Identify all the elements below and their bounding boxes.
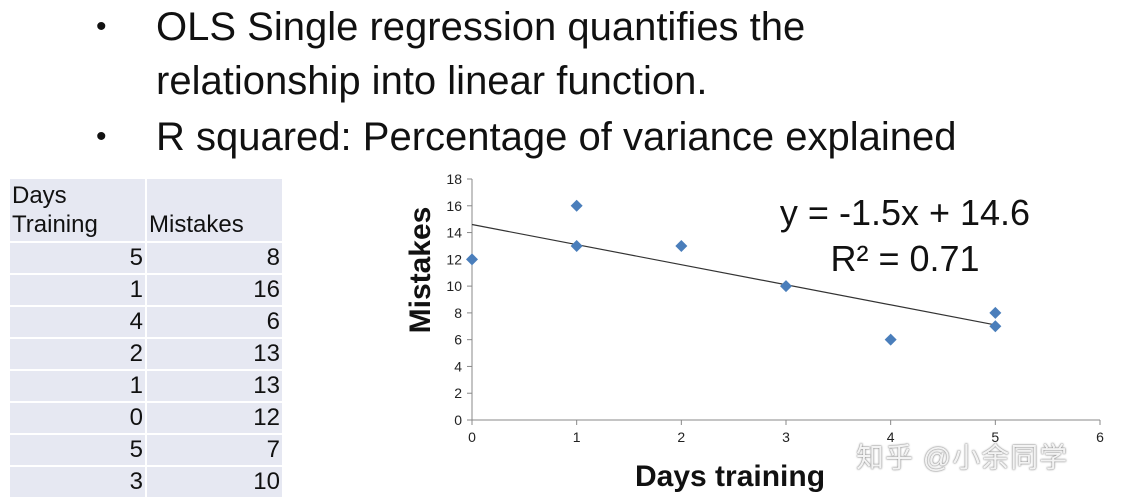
y-tick-label: 8 — [454, 305, 462, 321]
x-tick-label: 5 — [991, 429, 999, 445]
y-tick-label: 6 — [454, 332, 462, 348]
bullet-ols-line-1: OLS Single regression quantifies the — [156, 5, 806, 49]
y-tick-label: 4 — [454, 358, 462, 374]
x-tick-label: 2 — [677, 429, 685, 445]
data-point — [989, 320, 1002, 333]
cell-mistakes: 13 — [147, 339, 282, 369]
trendline — [471, 223, 996, 326]
bullet-ols-line-2: relationship into linear function. — [156, 59, 708, 103]
y-tick-label: 10 — [446, 278, 462, 294]
y-tick-label: 18 — [446, 171, 462, 187]
data-point — [989, 306, 1002, 319]
bullet-r-squared-line: R squared: Percentage of variance explai… — [156, 115, 957, 159]
y-tick-label: 12 — [446, 251, 462, 267]
table-row: 1 13 — [10, 371, 282, 401]
cell-days-training: 2 — [10, 339, 147, 369]
x-tick-label: 1 — [573, 429, 581, 445]
data-point — [675, 239, 688, 252]
chart-trendline-group — [471, 223, 996, 326]
data-point — [570, 199, 583, 212]
cell-mistakes: 7 — [147, 435, 282, 465]
table-header-row: Days Training Mistakes — [10, 179, 282, 241]
table-row: 3 10 — [10, 467, 282, 497]
cell-days-training: 5 — [10, 435, 147, 465]
trendline-equation: y = -1.5x + 14.6 — [780, 192, 1030, 233]
table-row: 2 13 — [10, 339, 282, 369]
table-row: 1 16 — [10, 275, 282, 305]
table-body: 5 8 1 16 4 6 2 13 1 13 0 12 5 7 3 10 — [10, 243, 282, 497]
header-days-training-line-2: Training — [12, 211, 98, 238]
bullet-marker: • — [96, 120, 107, 153]
y-tick-label: 16 — [446, 198, 462, 214]
watermark: 知乎 @小余同学 — [856, 442, 1069, 473]
x-tick-label: 4 — [887, 429, 895, 445]
chart-points — [466, 199, 1002, 346]
bullet-marker: • — [96, 10, 107, 43]
data-point — [570, 239, 583, 252]
y-axis-label: Mistakes — [404, 207, 437, 334]
header-mistakes: Mistakes — [147, 179, 282, 241]
cell-days-training: 3 — [10, 467, 147, 497]
r-squared-label: R² = 0.71 — [830, 238, 979, 279]
cell-mistakes: 10 — [147, 467, 282, 497]
y-tick-label: 2 — [454, 385, 462, 401]
cell-days-training: 1 — [10, 371, 147, 401]
y-tick-label: 0 — [454, 412, 462, 428]
data-point — [780, 280, 792, 293]
x-tick-label: 6 — [1096, 429, 1104, 445]
cell-days-training: 4 — [10, 307, 147, 337]
cell-days-training: 1 — [10, 275, 147, 305]
header-days-training: Days Training — [10, 179, 147, 241]
cell-days-training: 0 — [10, 403, 147, 433]
cell-mistakes: 12 — [147, 403, 282, 433]
data-point — [884, 333, 897, 346]
cell-mistakes: 8 — [147, 243, 282, 273]
data-table: Days Training Mistakes 5 8 1 16 4 6 2 13 1 13 0 12 5 7… — [10, 177, 282, 499]
cell-mistakes: 6 — [147, 307, 282, 337]
x-tick-label: 3 — [782, 429, 790, 445]
x-tick-label: 0 — [468, 429, 476, 445]
header-days-training-line-1: Days — [12, 182, 67, 209]
x-axis-label: Days training — [635, 460, 825, 493]
cell-days-training: 5 — [10, 243, 147, 273]
y-tick-label: 14 — [446, 225, 462, 241]
data-point — [466, 253, 478, 266]
cell-mistakes: 13 — [147, 371, 282, 401]
cell-mistakes: 16 — [147, 275, 282, 305]
table-row: 0 12 — [10, 403, 282, 433]
